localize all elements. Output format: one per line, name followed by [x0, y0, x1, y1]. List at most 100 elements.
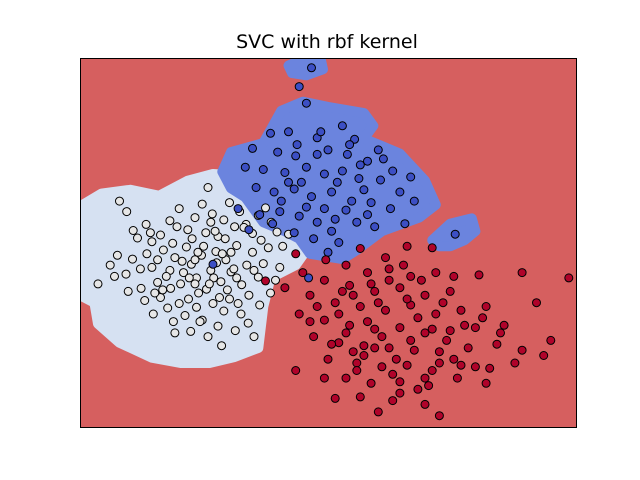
- point-class-1: [363, 210, 372, 220]
- point-class-1: [240, 162, 250, 172]
- point-class-1: [332, 177, 342, 187]
- point-class-2: [345, 320, 355, 330]
- point-class-0: [105, 260, 115, 270]
- point-class-2: [452, 373, 462, 383]
- point-class-2: [449, 271, 459, 281]
- point-class-0: [147, 237, 157, 247]
- point-class-1: [307, 63, 316, 73]
- point-class-2: [496, 328, 505, 338]
- point-class-2: [381, 305, 390, 315]
- point-class-2: [370, 324, 380, 334]
- point-class-0: [122, 207, 132, 217]
- point-class-1: [244, 225, 254, 235]
- point-class-1: [312, 217, 322, 227]
- point-class-2: [517, 268, 527, 278]
- point-class-2: [321, 255, 331, 265]
- point-class-2: [449, 354, 459, 364]
- point-class-1: [248, 143, 257, 153]
- point-class-1: [284, 127, 293, 137]
- point-class-0: [249, 332, 259, 342]
- point-class-0: [217, 341, 227, 351]
- point-class-1: [251, 183, 261, 192]
- point-class-0: [216, 277, 226, 287]
- point-class-2: [434, 411, 444, 421]
- point-class-0: [147, 262, 157, 272]
- point-class-2: [431, 268, 441, 278]
- point-class-0: [176, 279, 186, 289]
- point-class-0: [210, 226, 220, 236]
- point-class-2: [330, 393, 340, 403]
- point-class-1: [354, 174, 364, 183]
- point-class-2: [370, 343, 380, 353]
- point-class-2: [337, 286, 347, 296]
- point-class-2: [420, 373, 430, 383]
- point-class-2: [456, 360, 466, 370]
- point-class-0: [161, 271, 171, 281]
- decision-region-class-1-2: [283, 58, 328, 81]
- point-class-1: [312, 149, 322, 159]
- point-class-0: [174, 299, 184, 308]
- point-class-0: [199, 241, 209, 251]
- point-class-0: [229, 264, 239, 274]
- point-class-1: [376, 175, 385, 185]
- point-class-1: [323, 247, 333, 257]
- point-class-2: [510, 358, 520, 368]
- point-class-0: [233, 299, 243, 308]
- point-class-0: [128, 254, 137, 264]
- point-class-0: [244, 290, 254, 300]
- point-class-2: [381, 253, 390, 263]
- point-class-2: [341, 373, 351, 383]
- point-class-2: [395, 323, 405, 333]
- point-class-1: [233, 204, 243, 214]
- point-class-2: [395, 388, 405, 398]
- point-class-0: [195, 317, 205, 327]
- point-class-0: [266, 288, 275, 298]
- point-class-1: [289, 228, 299, 238]
- point-class-2: [327, 339, 337, 349]
- point-class-1: [395, 187, 405, 197]
- point-class-2: [456, 305, 466, 315]
- point-class-1: [334, 238, 344, 247]
- point-class-1: [301, 202, 311, 212]
- point-class-1: [409, 196, 419, 206]
- point-class-1: [296, 177, 306, 187]
- point-class-0: [232, 241, 242, 250]
- point-class-2: [280, 283, 290, 293]
- point-class-2: [373, 407, 383, 417]
- point-class-0: [141, 219, 151, 229]
- point-class-2: [384, 264, 394, 274]
- point-class-0: [156, 230, 165, 240]
- point-class-2: [409, 345, 419, 355]
- point-class-2: [442, 335, 452, 345]
- point-class-1: [284, 177, 293, 187]
- point-class-0: [187, 234, 197, 244]
- point-class-0: [263, 243, 273, 253]
- decision-region-class-0-0: [80, 169, 312, 368]
- point-class-1: [386, 204, 395, 214]
- point-class-1: [345, 140, 355, 150]
- point-class-2: [434, 358, 444, 368]
- point-class-0: [174, 204, 184, 214]
- point-class-0: [121, 269, 131, 279]
- point-class-2: [319, 373, 329, 383]
- point-class-2: [445, 326, 455, 336]
- point-class-2: [434, 347, 444, 357]
- point-class-0: [271, 275, 280, 285]
- point-class-2: [413, 313, 423, 323]
- point-class-2: [352, 358, 362, 368]
- point-class-2: [399, 260, 408, 270]
- point-class-0: [163, 303, 173, 313]
- point-class-0: [153, 255, 163, 265]
- point-class-0: [170, 253, 180, 263]
- point-class-2: [291, 366, 301, 375]
- point-class-2: [359, 341, 369, 351]
- point-class-0: [275, 262, 285, 272]
- point-class-2: [388, 369, 398, 379]
- point-class-1: [276, 196, 286, 206]
- point-class-1: [294, 82, 304, 92]
- point-class-0: [190, 279, 200, 289]
- point-class-2: [445, 286, 455, 296]
- point-class-2: [341, 328, 351, 338]
- point-class-1: [273, 147, 283, 157]
- point-class-2: [366, 378, 376, 388]
